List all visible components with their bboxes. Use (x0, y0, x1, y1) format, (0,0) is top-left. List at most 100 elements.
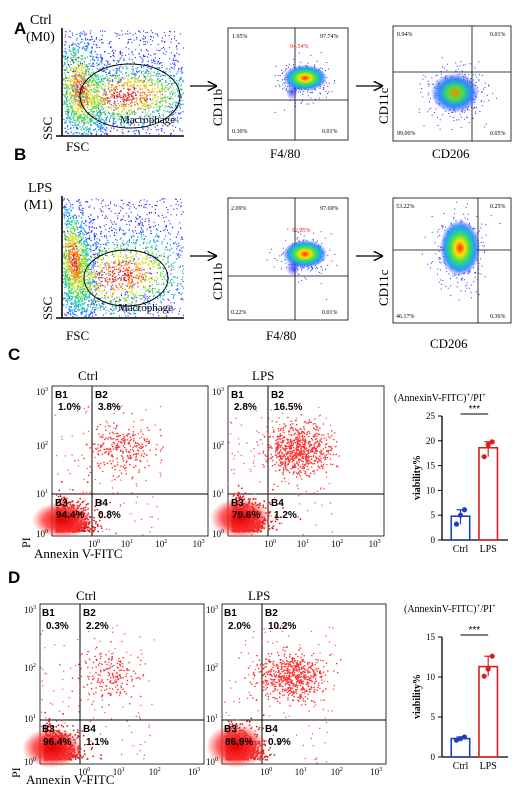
y-tick-label: 103 (206, 605, 218, 615)
y-tick-label: 15 (426, 461, 436, 471)
y-axis-label: CD11b (210, 263, 225, 300)
condition-label: Ctrl (30, 13, 52, 28)
data-point (489, 653, 495, 659)
panel-letter-c: C (8, 345, 20, 364)
x-axis-label: F4/80 (270, 146, 300, 161)
bar (450, 737, 471, 758)
bar (478, 665, 499, 758)
quadrant-b4-label: B4 (271, 498, 284, 509)
cd11c-cd206-plot: 53.22% 0.25% 46.17% 0.36% CD206 CD11c (376, 197, 512, 351)
cell-cluster (440, 220, 480, 276)
quadrant-ll-value: 0.22% (231, 310, 247, 316)
y-tick-label: 20 (426, 436, 436, 446)
y-tick-label: 0 (431, 535, 436, 545)
quadrant-b3-value: 96.4% (43, 737, 71, 748)
y-axis-label: PI (19, 537, 33, 548)
y-axis-label: CD11c (376, 269, 391, 306)
x-axis-label: CD206 (430, 336, 468, 351)
x-tick-label: 101 (295, 767, 307, 777)
x-tick-label: 102 (155, 539, 167, 549)
significance-marker: *** (468, 404, 480, 415)
data-point (485, 666, 491, 672)
y-tick-label: 100 (24, 757, 36, 767)
y-tick-label: 100 (212, 529, 224, 539)
quadrant-b4-value: 1.2% (274, 510, 297, 521)
panel-c: Ctrl B1 1.0% B2 3.8% B3 94.4% B4 0.8% 10… (19, 368, 508, 561)
x-tick-label: Ctrl (453, 761, 469, 772)
cd11b-f480-plot: 2.09% 97.69% 92.05% 0.22% 0.01% F4/80 CD… (210, 197, 349, 343)
quadrant-ll-value: 99.00% (397, 131, 416, 137)
quadrant-b2-label: B2 (271, 390, 284, 401)
quadrant-b1-value: 1.0% (58, 402, 81, 413)
quadrant-b2-value: 3.8% (98, 402, 121, 413)
x-tick-label: 102 (331, 767, 343, 777)
quadrant-b2-value: 16.5% (274, 402, 302, 413)
y-tick-label: 15 (426, 632, 436, 642)
data-point (453, 521, 460, 527)
gate-label: Macrophage (120, 114, 175, 126)
y-tick-label: 5 (431, 510, 436, 520)
y-axis-label: viability% (412, 674, 423, 719)
x-tick-label: 100 (78, 767, 90, 777)
y-tick-label: 5 (431, 712, 436, 722)
y-tick-label: 103 (212, 387, 224, 397)
quadrant-b1-label: B1 (231, 390, 244, 401)
x-tick-label: 101 (121, 539, 133, 549)
quadrant-lr-value: 0.01% (322, 310, 338, 316)
y-tick-label: 103 (36, 387, 48, 397)
y-tick-label: 102 (36, 441, 48, 451)
data-point (457, 512, 464, 518)
quadrant-ur-value: 97.69% (320, 206, 339, 212)
quadrant-b2-label: B2 (95, 390, 108, 401)
x-tick-label: 102 (149, 767, 161, 777)
quadrant-lr-value: 0.36% (490, 314, 506, 320)
viability-bar-chart-c: (AnnexinV-FITC)+/PI+ 0 5 10 15 20 25 Ctrl LPS **… (394, 391, 508, 555)
cd11c-cd206-plot: 0.94% 0.01% 99.00% 0.05% CD206 CD11c (376, 25, 512, 161)
quadrant-b3-value: 79.6% (232, 510, 260, 521)
y-axis-label: SSC (40, 117, 55, 140)
x-tick-label: Ctrl (453, 544, 469, 555)
x-tick-label: 101 (297, 539, 309, 549)
quadrant-ul-value: 1.95% (232, 34, 248, 40)
quadrant-b3-value: 86.9% (225, 737, 253, 748)
cd11b-f480-plot: 1.95% 97.74% 94.54% 0.30% 0.01% F4/80 CD… (210, 27, 349, 161)
quadrant-b4-value: 0.9% (268, 737, 291, 748)
y-tick-label: 101 (24, 714, 36, 724)
bar-chart-title: (AnnexinV-FITC)+/PI+ (394, 391, 486, 404)
bar-chart-title: (AnnexinV-FITC)+/PI+ (404, 602, 496, 615)
condition-label: LPS (28, 181, 52, 196)
y-axis-label: PI (9, 767, 23, 778)
data-point (457, 736, 464, 742)
quadrant-b2-value: 2.2% (86, 621, 109, 632)
x-tick-label: LPS (480, 761, 497, 772)
macrophage-gate (83, 249, 169, 307)
x-tick-label: 103 (370, 767, 382, 777)
viability-bar-chart-d: (AnnexinV-FITC)+/PI+ 0 5 10 15 Ctrl LPS *** via… (404, 602, 508, 772)
quadrant-ul-value: 0.94% (397, 32, 413, 38)
quadrant-b1-value: 0.3% (46, 621, 69, 632)
quadrant-ur-value: 97.74% (320, 34, 339, 40)
macrophage-gate (79, 63, 181, 129)
gate-label: Macrophage (118, 302, 173, 314)
y-tick-label: 0 (431, 752, 436, 762)
panel-d: Ctrl B1 0.3% B2 2.2% B3 96.4% B4 1.1% 10… (9, 588, 508, 787)
panel-letter-d: D (8, 568, 20, 587)
x-tick-label: 100 (260, 767, 272, 777)
quadrant-b4-label: B4 (95, 498, 108, 509)
quadrant-b1-label: B1 (224, 608, 237, 619)
data-point (453, 737, 460, 743)
x-axis-label: FSC (66, 139, 89, 154)
cell-cluster (431, 73, 479, 113)
quadrant-b3-value: 94.4% (56, 510, 84, 521)
panel-letter-b: B (14, 145, 26, 164)
plot-title: LPS (248, 588, 270, 603)
y-axis-label: CD11b (210, 89, 225, 126)
y-axis-label: CD11c (376, 87, 391, 124)
x-tick-label: 100 (88, 539, 100, 549)
quadrant-lr-value: 0.01% (322, 129, 338, 135)
x-tick-label: 100 (264, 539, 276, 549)
x-tick-label: LPS (480, 544, 497, 555)
annexin-pi-plot-ctrl: Ctrl B1 1.0% B2 3.8% B3 94.4% B4 0.8% 10… (32, 368, 209, 549)
gate-percent: 94.54% (290, 44, 309, 50)
